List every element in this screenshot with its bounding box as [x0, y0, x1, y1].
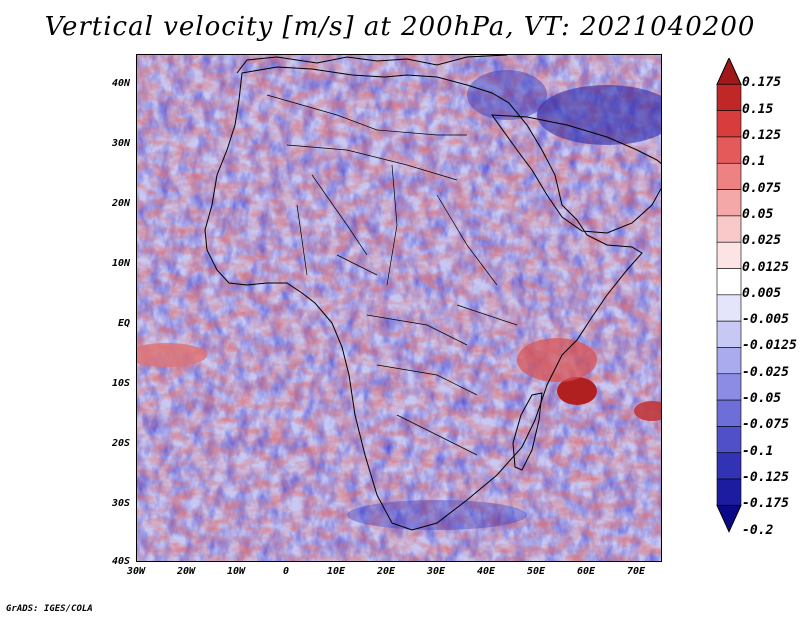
velocity-feature: [137, 343, 207, 367]
velocity-feature: [557, 377, 597, 405]
colorbar-max-arrow: [716, 58, 742, 85]
colorbar-tick-label: -0.2: [742, 522, 774, 538]
arabia-coastline: [490, 114, 661, 234]
colorbar-tick-label: -0.175: [742, 496, 789, 512]
colorbar-segment: [716, 136, 742, 164]
colorbar-segment: [716, 268, 742, 296]
madagascar-coastline: [512, 392, 543, 471]
velocity-feature: [467, 70, 547, 120]
latitude-tick-label: 10S: [111, 378, 130, 389]
chart-title: Vertical velocity [m/s] at 200hPa, VT: 2…: [44, 12, 756, 42]
colorbar-segment: [716, 478, 742, 506]
colorbar-segment: [716, 320, 742, 348]
longitude-tick-label: 0: [282, 566, 290, 577]
colorbar-segment: [716, 294, 742, 322]
colorbar-tick-label: 0.0125: [742, 259, 789, 275]
map-canvas: [137, 55, 661, 561]
colorbar-tick-label: 0.005: [742, 285, 782, 301]
colorbar-segment: [716, 452, 742, 480]
colorbar-segment: [716, 373, 742, 401]
colorbar-segment: [716, 241, 742, 269]
longitude-tick-label: 20E: [376, 566, 396, 577]
latitude-tick-label: 20N: [111, 198, 130, 209]
latitude-tick-label: 40N: [111, 78, 130, 89]
colorbar-tick-label: 0.15: [742, 101, 774, 117]
colorbar-segment: [716, 189, 742, 217]
colorbar-segment: [716, 426, 742, 454]
colorbar-min-arrow: [716, 504, 742, 533]
colorbar-tick-label: 0.125: [742, 127, 782, 143]
map-panel: [136, 54, 662, 562]
colorbar-tick-label: -0.075: [742, 417, 789, 433]
latitude-tick-label: 10N: [111, 258, 130, 269]
colorbar-segment: [716, 399, 742, 427]
velocity-feature: [517, 338, 597, 382]
colorbar-segment: [716, 110, 742, 138]
latitude-tick-label: 30N: [111, 138, 130, 149]
colorbar: [716, 58, 742, 533]
colorbar-tick-label: -0.0125: [742, 338, 797, 354]
country-borders: [266, 94, 518, 456]
longitude-tick-label: 50E: [526, 566, 546, 577]
longitude-tick-label: 60E: [576, 566, 596, 577]
colorbar-segment: [716, 347, 742, 375]
colorbar-tick-label: -0.005: [742, 312, 789, 328]
colorbar-tick-label: 0.1: [742, 154, 766, 170]
europe-coastline: [236, 55, 508, 74]
colorbar-tick-label: 0.175: [742, 75, 782, 91]
latitude-tick-label: 30S: [111, 498, 130, 509]
longitude-tick-label: 30W: [126, 566, 146, 577]
credit-text: GrADS: IGES/COLA: [6, 604, 93, 614]
colorbar-tick-label: 0.075: [742, 180, 782, 196]
longitude-tick-label: 10W: [226, 566, 246, 577]
colorbar-tick-label: 0.025: [742, 233, 782, 249]
longitude-tick-label: 10E: [326, 566, 346, 577]
longitude-tick-label: 70E: [626, 566, 646, 577]
velocity-feature: [347, 500, 527, 530]
colorbar-tick-label: -0.1: [742, 443, 774, 459]
longitude-tick-label: 20W: [176, 566, 196, 577]
velocity-feature: [634, 401, 661, 421]
velocity-feature: [537, 85, 661, 145]
longitude-tick-label: 40E: [476, 566, 496, 577]
longitude-tick-label: 30E: [426, 566, 446, 577]
africa-coastline: [204, 66, 643, 531]
latitude-tick-label: 40S: [111, 556, 130, 567]
coastlines: [204, 55, 661, 531]
colorbar-tick-label: -0.05: [742, 391, 782, 407]
colorbar-segment: [716, 215, 742, 243]
colorbar-tick-label: 0.05: [742, 206, 774, 222]
colorbar-segment: [716, 84, 742, 111]
latitude-tick-label: EQ: [117, 318, 130, 329]
colorbar-tick-label: -0.025: [742, 364, 789, 380]
latitude-tick-label: 20S: [111, 438, 130, 449]
colorbar-segment: [716, 162, 742, 190]
colorbar-tick-label: -0.125: [742, 470, 789, 486]
